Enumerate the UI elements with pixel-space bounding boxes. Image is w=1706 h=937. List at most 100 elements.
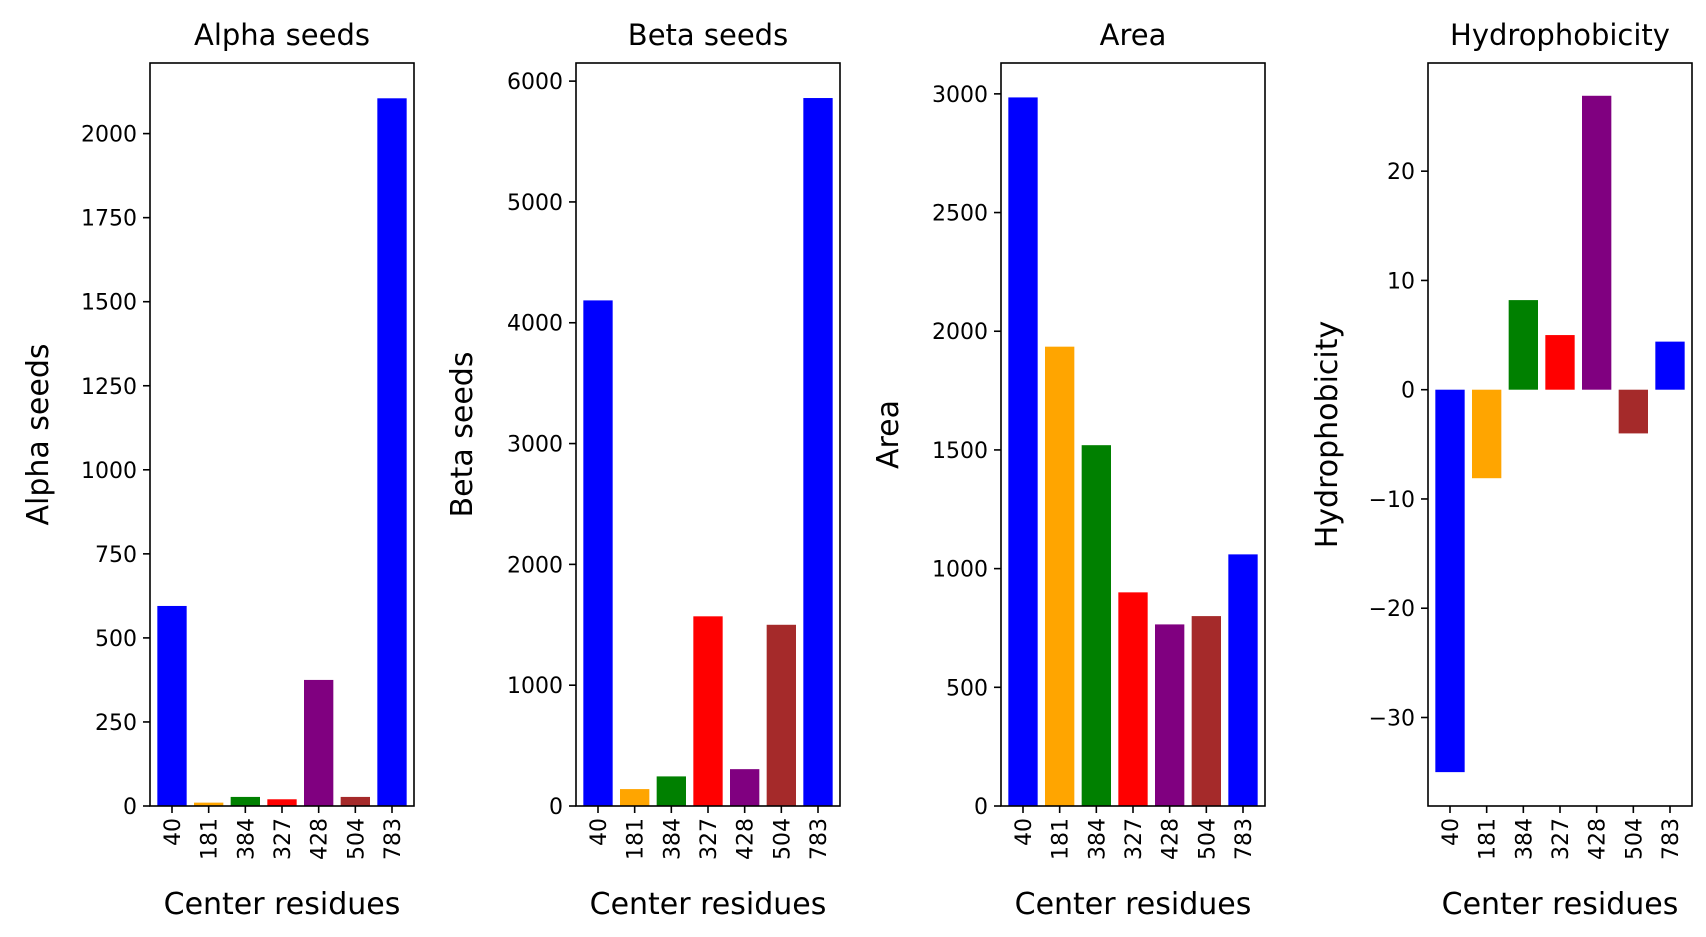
plot-frame — [1427, 62, 1693, 807]
x-axis-ticks: 40 181 384 327 428 504 783 — [161, 806, 406, 860]
y-axis-label: Alpha seeds — [21, 343, 56, 525]
y-axis-label: Area — [871, 400, 906, 469]
bar-181 — [620, 789, 650, 806]
y-tick-label: 1000 — [932, 558, 988, 583]
bar-327 — [1545, 335, 1575, 390]
y-tick-label: 1500 — [81, 291, 137, 316]
bar-783 — [377, 98, 407, 806]
bar-504 — [1191, 616, 1221, 806]
y-tick-label: 4000 — [507, 312, 563, 337]
y-tick-label: 2000 — [507, 553, 563, 578]
y-tick-label: 2500 — [932, 202, 988, 227]
bar-504 — [1618, 389, 1648, 434]
x-tick-label: 384 — [234, 818, 259, 860]
x-tick-label: 384 — [660, 818, 685, 860]
y-tick-label: 2000 — [932, 320, 988, 345]
y-tick-label: 5000 — [507, 191, 563, 216]
bar-40 — [1435, 389, 1465, 773]
x-tick-label: 181 — [1049, 818, 1074, 860]
x-axis-label: Center residues — [1015, 887, 1252, 922]
chart-title: Hydrophobicity — [1450, 18, 1670, 52]
y-tick-label: 3000 — [507, 433, 563, 458]
y-tick-label: −30 — [1369, 706, 1415, 731]
bar-40 — [583, 300, 613, 806]
y-tick-label: −20 — [1369, 597, 1415, 622]
x-tick-label: 783 — [381, 818, 406, 860]
x-axis-label: Center residues — [164, 887, 401, 922]
y-tick-label: 1250 — [81, 375, 137, 400]
y-axis-label: Hydrophobicity — [1310, 321, 1345, 549]
bar-327 — [1118, 592, 1148, 806]
bar-40 — [1008, 97, 1038, 807]
x-axis-ticks: 40 181 384 327 428 504 783 — [1012, 806, 1257, 860]
x-tick-label: 428 — [1586, 818, 1611, 860]
panel-hydrophobicity: −30 −20 −10 0 10 20 40 181 384 327 428 504 783 Hydr… — [1310, 18, 1693, 922]
y-axis-ticks: 0 1000 2000 3000 4000 5000 6000 — [507, 70, 576, 820]
x-tick-label: 384 — [1512, 818, 1537, 860]
y-tick-label: 1500 — [932, 439, 988, 464]
x-tick-label: 783 — [1232, 818, 1257, 860]
panel-alpha-seeds: 0 250 500 750 1000 1250 1500 1750 2000 40 181 384 3… — [21, 18, 415, 922]
panel-area: 0 500 1000 1500 2000 2500 3000 40 181 384 327 428 5… — [871, 18, 1266, 922]
y-tick-label: 2000 — [81, 123, 137, 148]
bar-384 — [1081, 445, 1111, 806]
x-tick-label: 384 — [1085, 818, 1110, 860]
y-tick-label: 500 — [946, 676, 988, 701]
bar-783 — [1228, 554, 1258, 806]
x-axis-label: Center residues — [1442, 887, 1679, 922]
y-tick-label: 1000 — [81, 459, 137, 484]
x-tick-label: 327 — [1549, 818, 1574, 860]
bar-428 — [1582, 95, 1612, 390]
y-tick-label: −10 — [1369, 488, 1415, 513]
x-tick-label: 40 — [587, 818, 612, 846]
x-tick-label: 181 — [198, 818, 223, 860]
x-tick-label: 428 — [1159, 818, 1184, 860]
y-tick-label: 1750 — [81, 207, 137, 232]
y-tick-label: 0 — [1401, 379, 1415, 404]
x-tick-label: 783 — [807, 818, 832, 860]
bar-428 — [1155, 624, 1185, 806]
bar-384 — [230, 796, 260, 806]
x-tick-label: 783 — [1659, 818, 1684, 860]
y-axis-ticks: 0 500 1000 1500 2000 2500 3000 — [932, 83, 1001, 820]
bar-181 — [1045, 346, 1075, 806]
y-axis-ticks: 0 250 500 750 1000 1250 1500 1750 2000 — [81, 123, 150, 820]
y-tick-label: 6000 — [507, 70, 563, 95]
x-tick-label: 504 — [1622, 818, 1647, 860]
y-tick-label: 250 — [95, 711, 137, 736]
panel-beta-seeds: 0 1000 2000 3000 4000 5000 6000 40 181 384 327 428… — [445, 18, 841, 922]
bar-40 — [157, 605, 187, 806]
bar-327 — [693, 616, 723, 806]
bar-428 — [730, 769, 760, 806]
x-axis-ticks: 40 181 384 327 428 504 783 — [1439, 806, 1684, 860]
x-axis-ticks: 40 181 384 327 428 504 783 — [587, 806, 832, 860]
y-tick-label: 0 — [549, 795, 563, 820]
bar-384 — [1508, 300, 1538, 390]
y-tick-label: 1000 — [507, 674, 563, 699]
bar-384 — [656, 776, 686, 806]
bar-181 — [1472, 389, 1502, 479]
x-tick-label: 181 — [1476, 818, 1501, 860]
x-tick-label: 327 — [1122, 818, 1147, 860]
bar-group — [583, 98, 833, 807]
bar-group — [157, 98, 407, 806]
x-tick-label: 40 — [1439, 818, 1464, 846]
y-tick-label: 500 — [95, 627, 137, 652]
y-tick-label: 0 — [974, 795, 988, 820]
bar-181 — [194, 802, 224, 806]
x-tick-label: 40 — [161, 818, 186, 846]
y-tick-label: 750 — [95, 543, 137, 568]
y-axis-label: Beta seeds — [445, 352, 480, 518]
bar-783 — [803, 98, 833, 807]
x-tick-label: 181 — [624, 818, 649, 860]
x-axis-label: Center residues — [590, 887, 827, 922]
bar-group — [1008, 97, 1258, 807]
bar-group — [1435, 95, 1685, 773]
y-tick-label: 3000 — [932, 83, 988, 108]
plot-frame — [149, 62, 415, 807]
x-tick-label: 504 — [770, 818, 795, 860]
y-tick-label: 10 — [1387, 269, 1415, 294]
x-tick-label: 504 — [1195, 818, 1220, 860]
chart-title: Beta seeds — [628, 18, 788, 52]
